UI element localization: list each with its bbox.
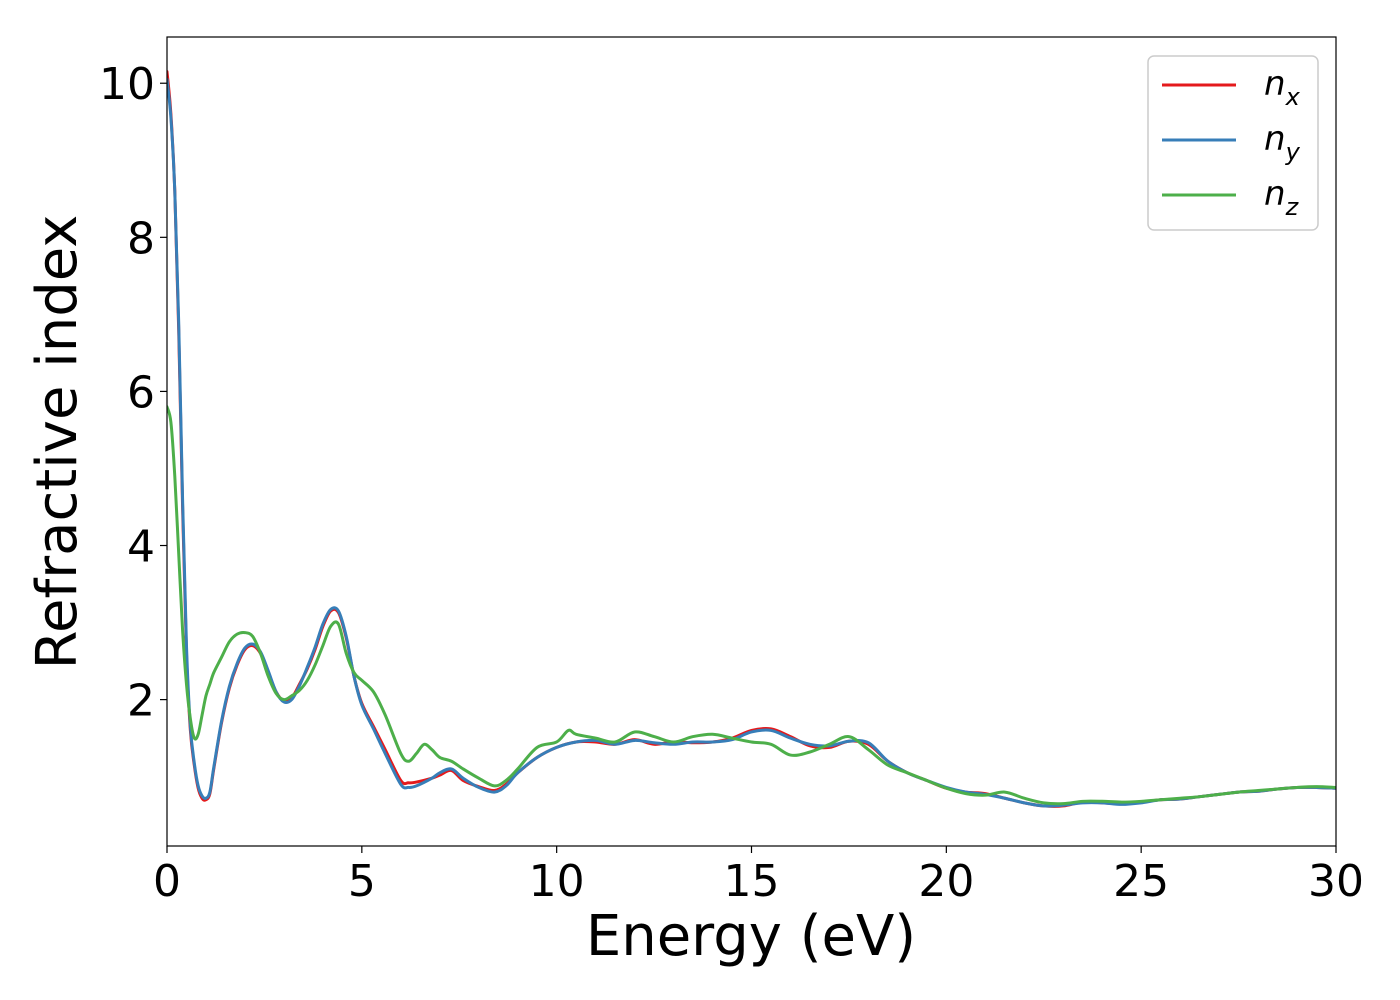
legend-label-y: ny [1264,119,1301,166]
legend-subscript-y: y [1285,138,1301,166]
x-tick-label: 30 [1308,856,1364,907]
y-tick-label: 10 [99,59,155,110]
x-tick-label: 20 [918,856,974,907]
x-axis-title: Energy (eV) [586,904,916,969]
y-tick-label: 6 [127,367,155,418]
series-layer [167,70,1336,808]
x-tick-label: 15 [724,856,780,907]
y-tick-label: 2 [127,676,155,727]
legend-subscript-z: z [1285,193,1300,221]
y-tick-label: 8 [127,213,155,264]
x-tick-label: 10 [529,856,585,907]
series-line-y [167,77,1336,808]
y-tick-label: 4 [127,522,155,573]
series-line-z [167,405,1336,806]
y-axis-title: Refractive index [25,215,90,670]
x-tick-label: 25 [1113,856,1169,907]
x-tick-label: 0 [153,856,181,907]
legend-label-x: nx [1264,64,1301,111]
legend-box [1147,55,1319,231]
plot-area [167,37,1336,846]
x-tick-label: 5 [348,856,376,907]
axes-layer: 0 5 10 15 20 25 30 2 4 6 8 10 [99,36,1364,907]
legend-subscript-x: x [1285,83,1301,111]
plot-background [167,37,1336,846]
